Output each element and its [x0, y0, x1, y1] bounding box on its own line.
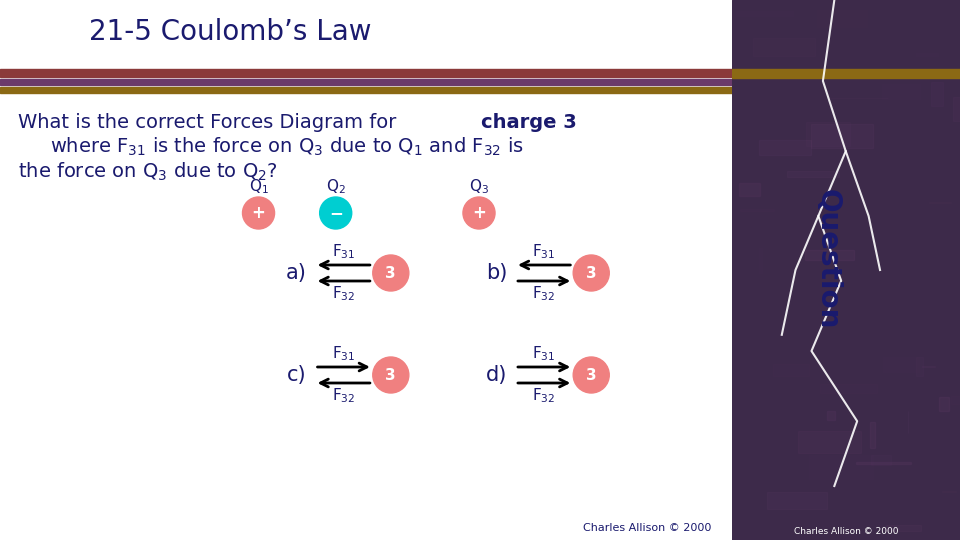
Bar: [827, 411, 835, 420]
Bar: [0, 69, 732, 77]
Bar: [871, 422, 875, 448]
Bar: [738, 183, 760, 197]
Bar: [787, 171, 839, 177]
Text: the force on Q$_3$ due to Q$_2$?: the force on Q$_3$ due to Q$_2$?: [18, 161, 277, 183]
Bar: [916, 53, 938, 56]
Bar: [805, 122, 850, 146]
Text: −: −: [328, 204, 343, 222]
Bar: [942, 491, 955, 492]
Text: Q$_3$: Q$_3$: [469, 178, 489, 197]
Bar: [930, 82, 944, 106]
Bar: [732, 69, 960, 78]
Bar: [916, 357, 923, 375]
Bar: [0, 87, 732, 93]
Bar: [883, 357, 919, 372]
Text: b): b): [487, 263, 508, 283]
Text: a): a): [286, 263, 307, 283]
Bar: [798, 431, 861, 453]
Bar: [882, 84, 921, 99]
Circle shape: [463, 197, 495, 229]
Text: 21-5 Coulomb’s Law: 21-5 Coulomb’s Law: [89, 18, 372, 46]
Bar: [0, 79, 732, 85]
Text: F$_{32}$: F$_{32}$: [332, 285, 355, 303]
Bar: [767, 492, 827, 509]
Bar: [939, 397, 949, 410]
Text: F$_{31}$: F$_{31}$: [533, 242, 556, 261]
Text: where F$_{31}$ is the force on Q$_3$ due to Q$_1$ and F$_{32}$ is: where F$_{31}$ is the force on Q$_3$ due…: [50, 136, 524, 158]
Text: Q$_2$: Q$_2$: [325, 178, 346, 197]
Bar: [753, 38, 814, 56]
Bar: [805, 250, 853, 260]
Text: F$_{32}$: F$_{32}$: [533, 285, 556, 303]
Text: 3: 3: [586, 368, 596, 382]
Bar: [809, 455, 873, 479]
Text: 3: 3: [386, 266, 396, 280]
Circle shape: [372, 357, 409, 393]
Bar: [923, 366, 935, 367]
Bar: [817, 10, 867, 26]
Bar: [951, 396, 960, 404]
Text: d): d): [487, 365, 508, 385]
Bar: [758, 140, 811, 155]
Circle shape: [573, 357, 610, 393]
Text: +: +: [252, 204, 266, 222]
Bar: [899, 114, 903, 124]
Bar: [771, 141, 798, 167]
Text: F$_{31}$: F$_{31}$: [332, 345, 355, 363]
Bar: [845, 257, 874, 258]
Text: +: +: [472, 204, 486, 222]
Bar: [872, 455, 891, 465]
Text: 3: 3: [586, 266, 596, 280]
Circle shape: [372, 255, 409, 291]
Text: F$_{32}$: F$_{32}$: [533, 387, 556, 406]
Bar: [774, 364, 809, 376]
Text: charge 3: charge 3: [481, 112, 577, 132]
Text: 3: 3: [386, 368, 396, 382]
Bar: [736, 10, 793, 16]
Text: Charles Allison © 2000: Charles Allison © 2000: [794, 528, 898, 536]
Bar: [855, 462, 910, 464]
Text: What is the correct Forces Diagram for: What is the correct Forces Diagram for: [18, 112, 402, 132]
Circle shape: [320, 197, 351, 229]
Text: Question: Question: [813, 189, 842, 329]
Text: F$_{31}$: F$_{31}$: [533, 345, 556, 363]
Text: Charles Allison © 2000: Charles Allison © 2000: [583, 523, 711, 533]
Circle shape: [573, 255, 610, 291]
Bar: [821, 384, 877, 394]
Text: F$_{32}$: F$_{32}$: [332, 387, 355, 406]
Bar: [816, 184, 859, 199]
Bar: [759, 248, 762, 273]
Bar: [928, 202, 951, 204]
Bar: [953, 97, 960, 122]
Circle shape: [243, 197, 275, 229]
Text: Q$_1$: Q$_1$: [249, 178, 269, 197]
Text: F$_{31}$: F$_{31}$: [332, 242, 355, 261]
Bar: [740, 210, 775, 211]
Text: c): c): [287, 365, 306, 385]
Bar: [886, 525, 922, 531]
Bar: [811, 124, 873, 148]
Bar: [911, 416, 947, 432]
Bar: [788, 312, 840, 319]
